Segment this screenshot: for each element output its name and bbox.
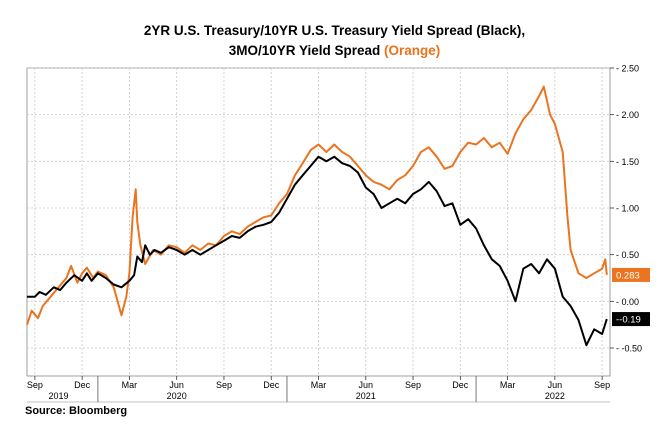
chart-title-line1: 2YR U.S. Treasury/10YR U.S. Treasury Yie… [143,23,526,38]
x-tick-label: Mar [311,380,327,390]
chart-title-line2-text: 3MO/10YR Yield Spread [228,43,381,58]
x-tick-label: Mar [122,380,138,390]
x-year-label: 2021 [356,391,376,401]
last-value-label-black: --0.19 [616,315,641,326]
x-tick-label: Sep [216,380,232,390]
series-line-orange [26,85,608,326]
chart-title-orange-highlight: (Orange) [384,43,441,58]
y-tick-label: - 2.50 [616,64,639,74]
y-tick-label: - 1.00 [616,204,639,214]
x-tick-label: Sep [594,380,610,390]
y-tick-label: - 2.00 [616,110,639,120]
x-tick-label: Dec [74,380,91,390]
last-value-label-orange: 0.283 [616,270,640,281]
y-tick-label: - 0.00 [616,297,639,307]
y-tick-label: - 0.50 [616,250,639,260]
x-year-label: 2020 [167,391,187,401]
x-tick-label: Sep [27,380,43,390]
last-value-tag-black [612,312,650,327]
last-value-tag-orange [612,267,650,282]
x-year-label: 2019 [48,391,68,401]
y-tick-label: - -0.50 [616,344,642,354]
x-tick-label: Dec [263,380,280,390]
x-tick-label: Dec [452,380,469,390]
x-tick-label: Jun [548,380,563,390]
x-year-label: 2022 [545,391,565,401]
chart-title-line2: 3MO/10YR Yield Spread (Orange) [0,41,669,60]
x-tick-label: Mar [500,380,516,390]
chart-source: Source: Bloomberg [25,405,128,417]
series-line-black [27,155,608,347]
x-tick-label: Jun [169,380,184,390]
y-tick-label: - 1.50 [616,157,639,167]
x-tick-label: Jun [359,380,374,390]
x-tick-label: Sep [405,380,421,390]
